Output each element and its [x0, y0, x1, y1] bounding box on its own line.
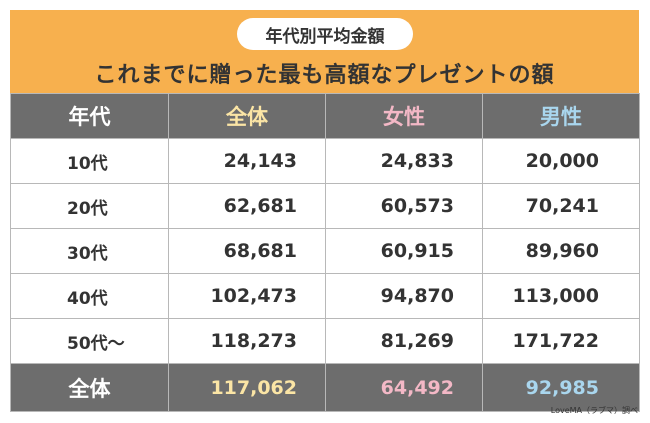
table-row: 10代 24,143 24,833 20,000 [10, 138, 640, 184]
table-header-row: 年代 全体 女性 男性 [10, 93, 640, 139]
male-value: 113,000 [482, 273, 640, 319]
male-value: 70,241 [482, 183, 640, 229]
table-row: 30代 68,681 60,915 89,960 [10, 228, 640, 274]
overall-value: 118,273 [168, 318, 326, 364]
table-row: 40代 102,473 94,870 113,000 [10, 273, 640, 319]
total-label: 全体 [10, 363, 169, 412]
column-header-female: 女性 [325, 93, 483, 139]
overall-value: 68,681 [168, 228, 326, 274]
age-cell: 20代 [10, 183, 169, 229]
column-header-male: 男性 [482, 93, 640, 139]
table-row: 50代〜 118,273 81,269 171,722 [10, 318, 640, 364]
overall-value: 62,681 [168, 183, 326, 229]
subtitle-badge: 年代別平均金額 [237, 18, 413, 50]
overall-value: 24,143 [168, 138, 326, 184]
male-value: 20,000 [482, 138, 640, 184]
male-value: 89,960 [482, 228, 640, 274]
table-row: 20代 62,681 60,573 70,241 [10, 183, 640, 229]
title-banner: 年代別平均金額 これまでに贈った最も高額なプレゼントの額 [10, 10, 639, 93]
age-cell: 50代〜 [10, 318, 169, 364]
column-header-overall: 全体 [168, 93, 326, 139]
chart-title: これまでに贈った最も高額なプレゼントの額 [94, 63, 555, 88]
total-male-value: 92,985 [482, 363, 640, 412]
total-overall-value: 117,062 [168, 363, 326, 412]
age-cell: 30代 [10, 228, 169, 274]
total-row: 全体 117,062 64,492 92,985 [10, 363, 640, 412]
overall-value: 102,473 [168, 273, 326, 319]
source-credit: LoveMA（ラブマ）調べ [550, 406, 638, 415]
female-value: 81,269 [325, 318, 483, 364]
age-cell: 40代 [10, 273, 169, 319]
male-value: 171,722 [482, 318, 640, 364]
total-female-value: 64,492 [325, 363, 483, 412]
data-table: 年代 全体 女性 男性 10代 24,143 24,833 20,000 20代… [10, 93, 640, 412]
column-header-age: 年代 [10, 93, 169, 139]
age-cell: 10代 [10, 138, 169, 184]
female-value: 60,573 [325, 183, 483, 229]
female-value: 60,915 [325, 228, 483, 274]
female-value: 94,870 [325, 273, 483, 319]
female-value: 24,833 [325, 138, 483, 184]
